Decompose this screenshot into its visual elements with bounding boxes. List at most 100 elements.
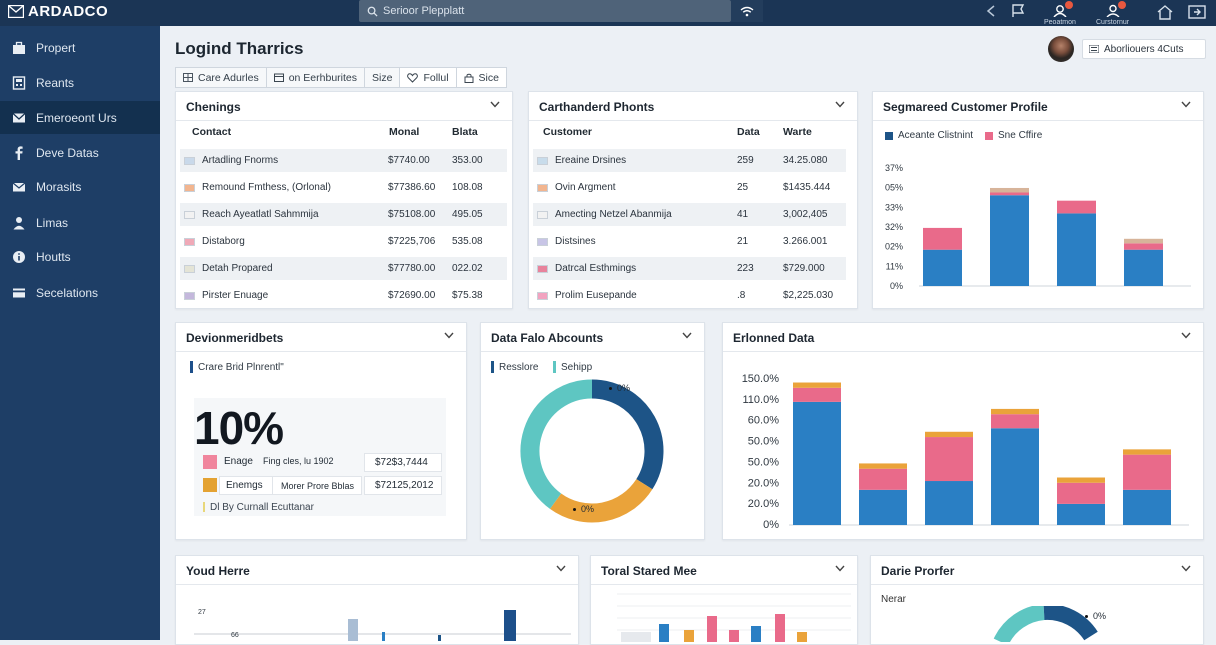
- table-row[interactable]: Ovin Argment 25 $1435.444: [533, 176, 846, 199]
- row-color-swatch: [184, 265, 195, 273]
- row-value-a: .8: [737, 290, 746, 301]
- tab-sice[interactable]: Sice: [455, 67, 507, 88]
- row-value-b: 34.25.080: [783, 155, 828, 166]
- home-button[interactable]: [1156, 4, 1174, 20]
- people-label: Peoatmon: [1044, 19, 1076, 26]
- people-button[interactable]: Peoatmon: [1044, 1, 1076, 26]
- row-swatch: [203, 455, 217, 469]
- sidebar-item-houtts[interactable]: Houtts: [0, 240, 160, 273]
- y-tick-label: 33%: [885, 202, 903, 212]
- toral-card: Toral Stared Mee: [590, 555, 858, 645]
- bar: [438, 635, 441, 641]
- y-tick-label: 0%: [763, 519, 779, 531]
- sidebar-item-limas[interactable]: Limas: [0, 206, 160, 239]
- bar: [775, 614, 785, 642]
- table-row[interactable]: Amecting Netzel Abanmija 41 3,002,405: [533, 203, 846, 226]
- card-title: Segmareed Customer Profile: [883, 100, 1048, 114]
- donut-slice: [591, 379, 664, 490]
- list-icon: [1089, 45, 1099, 53]
- sidebar-item-label: Limas: [36, 215, 69, 230]
- back-arrow-button[interactable]: [984, 4, 998, 18]
- bar-segment: [1057, 477, 1105, 483]
- table-row[interactable]: Prolim Eusepande .8 $2,225.030: [533, 284, 846, 307]
- customer-button[interactable]: Curstornur: [1096, 1, 1129, 26]
- column-header: Blata: [452, 126, 478, 138]
- table-row[interactable]: Ereaine Drsines 259 34.25.080: [533, 149, 846, 172]
- donut-label-top: 0%: [609, 383, 630, 393]
- y-tick-label: 20.0%: [748, 498, 779, 510]
- sidebar-item-morasits[interactable]: Morasits: [0, 170, 160, 203]
- row-value-a: 259: [737, 155, 754, 166]
- bar-segment: [990, 195, 1029, 286]
- export-button[interactable]: [1188, 4, 1206, 20]
- donut-label: 0%: [1085, 611, 1106, 621]
- flag-button[interactable]: [1010, 4, 1026, 18]
- row-name: Prolim Eusepande: [555, 290, 637, 301]
- table-row[interactable]: Distaborg $7225,706 535.08: [180, 230, 507, 253]
- tab-size[interactable]: Size: [364, 67, 401, 88]
- table-row[interactable]: Pirster Enuage $72690.00 $75.38: [180, 284, 507, 307]
- chevron-down-icon[interactable]: [490, 101, 500, 108]
- row-color-swatch: [184, 238, 195, 246]
- metric-row-text: Morer Prore Bblas: [272, 476, 362, 495]
- sidebar-item-secelations[interactable]: Secelations: [0, 276, 160, 309]
- row-name: Pirster Enuage: [202, 290, 269, 301]
- table-row[interactable]: Detah Propared $77780.00 022.02: [180, 257, 507, 280]
- carthanderd-card: Carthanderd Phonts Customer Data Warte E…: [528, 91, 858, 309]
- tab-label: Follul: [423, 71, 449, 84]
- y-tick-label: 110.0%: [743, 394, 780, 406]
- legend-label: Sehipp: [561, 361, 593, 373]
- chevron-down-icon[interactable]: [835, 565, 845, 572]
- donut-label-text: 0%: [581, 504, 595, 514]
- chevron-down-icon[interactable]: [682, 332, 692, 339]
- chevron-down-icon[interactable]: [1181, 565, 1191, 572]
- row-color-swatch: [537, 211, 548, 219]
- y-tick-label: 150.0%: [742, 373, 780, 385]
- table-row[interactable]: Distsines 21 3.266.001: [533, 230, 846, 253]
- chevron-down-icon[interactable]: [1181, 101, 1191, 108]
- heart-icon: [407, 72, 419, 83]
- wifi-button[interactable]: [731, 0, 763, 22]
- bar: [729, 630, 739, 642]
- sidebar-item-deve-datas[interactable]: Deve Datas: [0, 136, 160, 169]
- sidebar-item-emeroeont-urs[interactable]: Emeroeont Urs: [0, 101, 160, 134]
- tab-care-adurles[interactable]: Care Adurles: [175, 67, 267, 88]
- flag-icon: [1012, 4, 1025, 17]
- chevron-down-icon[interactable]: [1181, 332, 1191, 339]
- tab-follul[interactable]: Follul: [399, 67, 457, 88]
- sidebar-item-reants[interactable]: Reants: [0, 66, 160, 99]
- tick-label: 27: [198, 609, 206, 616]
- footnote-marker: [203, 502, 205, 513]
- legend-marker: [190, 361, 193, 373]
- row-color-swatch: [537, 157, 548, 165]
- table-row[interactable]: Datrcal Esthmings 223 $729.000: [533, 257, 846, 280]
- row-swatch: [203, 478, 217, 492]
- legend-marker: [491, 361, 494, 373]
- app-logo[interactable]: ARDADCO: [8, 3, 108, 20]
- search-input[interactable]: Serioor Plepplatt: [359, 0, 731, 22]
- row-value-b: 535.08: [452, 236, 483, 247]
- user-menu-button[interactable]: Aborliouers 4Cuts: [1082, 39, 1206, 59]
- table-row[interactable]: Artadling Fnorms $7740.00 353.00: [180, 149, 507, 172]
- table-row[interactable]: Remound Fmthess, (Orlonal) $77386.60 108.0…: [180, 176, 507, 199]
- donut-slice: [549, 478, 653, 523]
- legend-item: Sne Cffire: [985, 130, 1042, 141]
- donut-segment: [993, 606, 1046, 642]
- avatar[interactable]: [1048, 36, 1074, 62]
- chevron-down-icon[interactable]: [835, 101, 845, 108]
- bar-segment: [1124, 243, 1163, 250]
- chevron-down-icon[interactable]: [444, 332, 454, 339]
- sidebar-item-label: Morasits: [36, 179, 82, 194]
- sidebar-item-propert[interactable]: Propert: [0, 31, 160, 64]
- tab-eerhburites[interactable]: on Eerhburites: [265, 67, 365, 88]
- table-row[interactable]: Reach Ayeatlatl Sahmmija $75108.00 495.05: [180, 203, 507, 226]
- subtitle-text: Crare Brid Plnrentl": [198, 361, 284, 373]
- bar-segment: [923, 249, 962, 286]
- sidebar: Propert Reants Emeroeont Urs Deve Datas …: [0, 26, 160, 640]
- row-color-swatch: [184, 211, 195, 219]
- chevron-down-icon[interactable]: [556, 565, 566, 572]
- row-value-b: $75.38: [452, 290, 483, 301]
- erlonned-data-card: Erlonned Data 0% 20.0% 20.0% 50.0% 50.0% 60.0…: [722, 322, 1204, 540]
- row-value-b: 353.00: [452, 155, 483, 166]
- card-title: Youd Herre: [186, 564, 250, 578]
